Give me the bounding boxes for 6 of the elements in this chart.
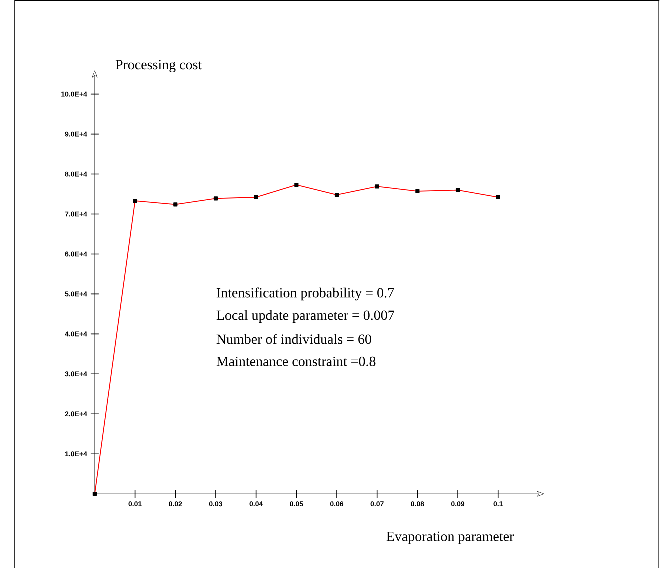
x-axis-title: Evaporation parameter (386, 532, 514, 544)
y-axis-title: Processing cost (116, 60, 202, 72)
annotation: Maintenance constraint =0.8 (216, 356, 376, 366)
annotation: Local update parameter = 0.007 (216, 310, 394, 323)
annotation: Number of individuals = 60 (216, 334, 372, 344)
annotation: Intensification probability = 0.7 (216, 288, 394, 300)
